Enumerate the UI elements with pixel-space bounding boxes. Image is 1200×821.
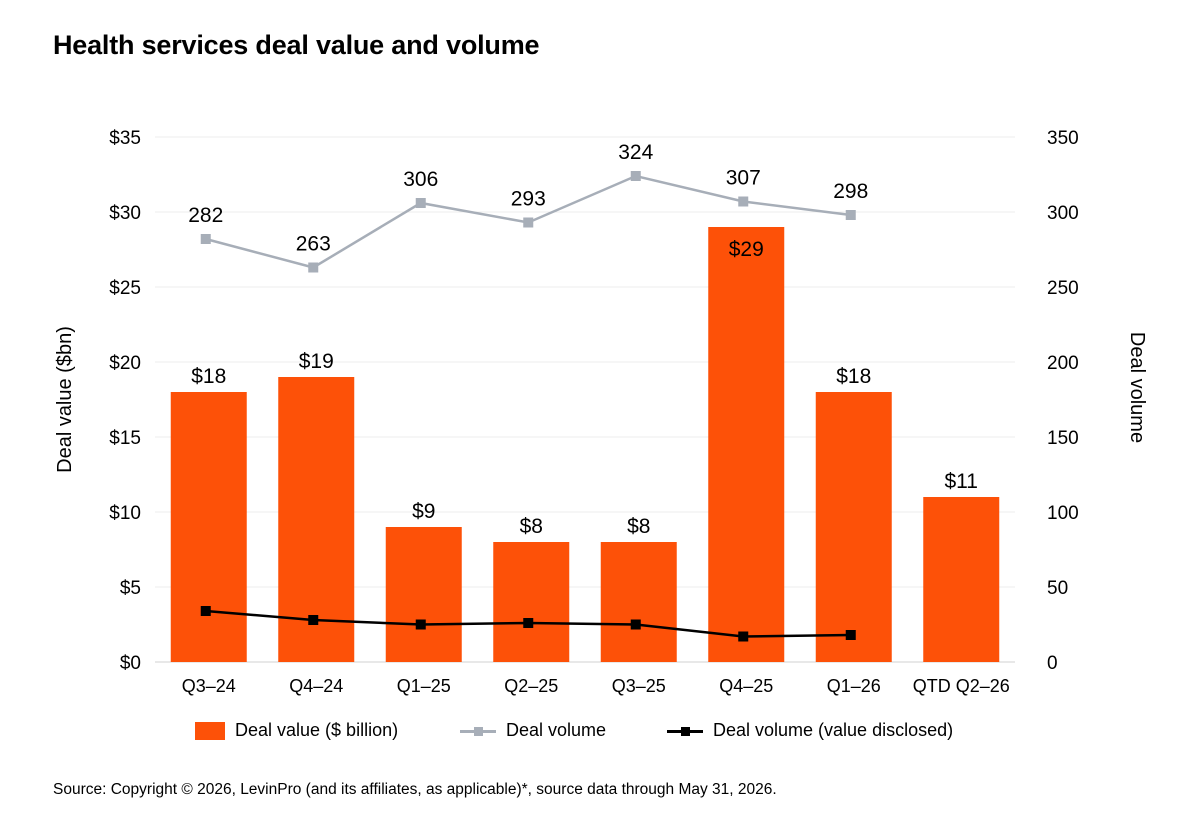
x-tick-label: Q1–25	[397, 676, 451, 696]
bar-deal-value	[708, 227, 785, 662]
bars	[170, 227, 1000, 662]
point-deal-volume-disclosed	[200, 606, 211, 616]
y-right-tick-label: 150	[1047, 428, 1079, 449]
point-deal-volume	[845, 210, 856, 220]
volume-data-label: 293	[511, 188, 546, 211]
bar-data-label: $9	[412, 500, 435, 523]
point-deal-volume	[630, 171, 641, 181]
volume-data-label: 307	[726, 167, 761, 190]
point-deal-volume-disclosed	[630, 619, 641, 630]
axes: $0 $5 $10 $15 $20 $25 $30 $35 0 50 100 150 200 250 300…	[54, 128, 1148, 696]
bar-data-label: $11	[945, 470, 978, 493]
y-left-tick-label: $10	[109, 503, 141, 524]
x-tick-label: Q3–24	[182, 676, 236, 696]
y-right-tick-label: 250	[1047, 278, 1079, 299]
y-left-tick-label: $30	[109, 203, 141, 224]
lines	[200, 171, 856, 642]
point-deal-volume-disclosed	[415, 619, 426, 630]
bar-data-label: $8	[627, 515, 650, 538]
y-right-axis-title: Deal volume	[1126, 332, 1148, 443]
bar-deal-value	[385, 527, 462, 662]
y-right-tick-label: 100	[1047, 503, 1079, 524]
bar-data-label: $18	[836, 365, 871, 388]
bar-deal-value	[493, 542, 570, 662]
bar-deal-value	[170, 392, 247, 662]
bar-deal-value	[600, 542, 677, 662]
volume-data-label: 324	[618, 141, 653, 164]
x-tick-label: Q2–25	[504, 676, 558, 696]
y-left-tick-label: $25	[109, 278, 141, 299]
x-tick-label: Q3–25	[612, 676, 666, 696]
y-right-tick-label: 50	[1047, 578, 1068, 599]
x-tick-label: Q4–24	[289, 676, 343, 696]
x-tick-label: QTD Q2–26	[913, 676, 1010, 696]
volume-data-label: 306	[403, 168, 438, 191]
volume-data-label: 282	[188, 204, 223, 227]
bar-data-label: $29	[729, 238, 764, 261]
point-deal-volume-disclosed	[523, 618, 534, 628]
volume-data-label: 263	[296, 233, 331, 256]
y-left-tick-label: $5	[120, 578, 141, 599]
bar-deal-value	[278, 377, 355, 662]
x-tick-label: Q1–26	[827, 676, 881, 696]
y-left-tick-label: $35	[109, 128, 141, 149]
y-right-tick-label: 0	[1047, 653, 1058, 674]
y-left-tick-label: $15	[109, 428, 141, 449]
x-tick-label: Q4–25	[719, 676, 773, 696]
point-deal-volume	[415, 198, 426, 208]
bar-data-label: $18	[191, 365, 226, 388]
bar-deal-value	[815, 392, 892, 662]
volume-data-label: 298	[833, 180, 868, 203]
point-deal-volume	[523, 217, 534, 228]
y-right-tick-label: 300	[1047, 203, 1079, 224]
point-deal-volume	[738, 196, 749, 207]
chart-title: Health services deal value and volume	[53, 30, 540, 60]
point-deal-volume-disclosed	[308, 615, 319, 625]
point-deal-volume-disclosed	[738, 631, 749, 642]
point-deal-volume	[200, 234, 211, 244]
data-labels: $18 $19 $9 $8 $8 $29 $18 $11 282 263 306 293 324 307 2…	[188, 141, 978, 538]
source-note: Source: Copyright © 2026, LevinPro (and …	[53, 781, 777, 798]
point-deal-volume	[308, 262, 319, 273]
y-left-tick-label: $20	[109, 353, 141, 374]
y-left-tick-label: $0	[120, 653, 141, 674]
bar-deal-value	[923, 497, 1000, 662]
y-right-tick-label: 350	[1047, 128, 1079, 149]
y-left-axis-title: Deal value ($bn)	[54, 326, 76, 473]
y-right-tick-label: 200	[1047, 353, 1079, 374]
bar-data-label: $8	[520, 515, 543, 538]
bar-data-label: $19	[299, 350, 334, 373]
point-deal-volume-disclosed	[845, 630, 856, 640]
